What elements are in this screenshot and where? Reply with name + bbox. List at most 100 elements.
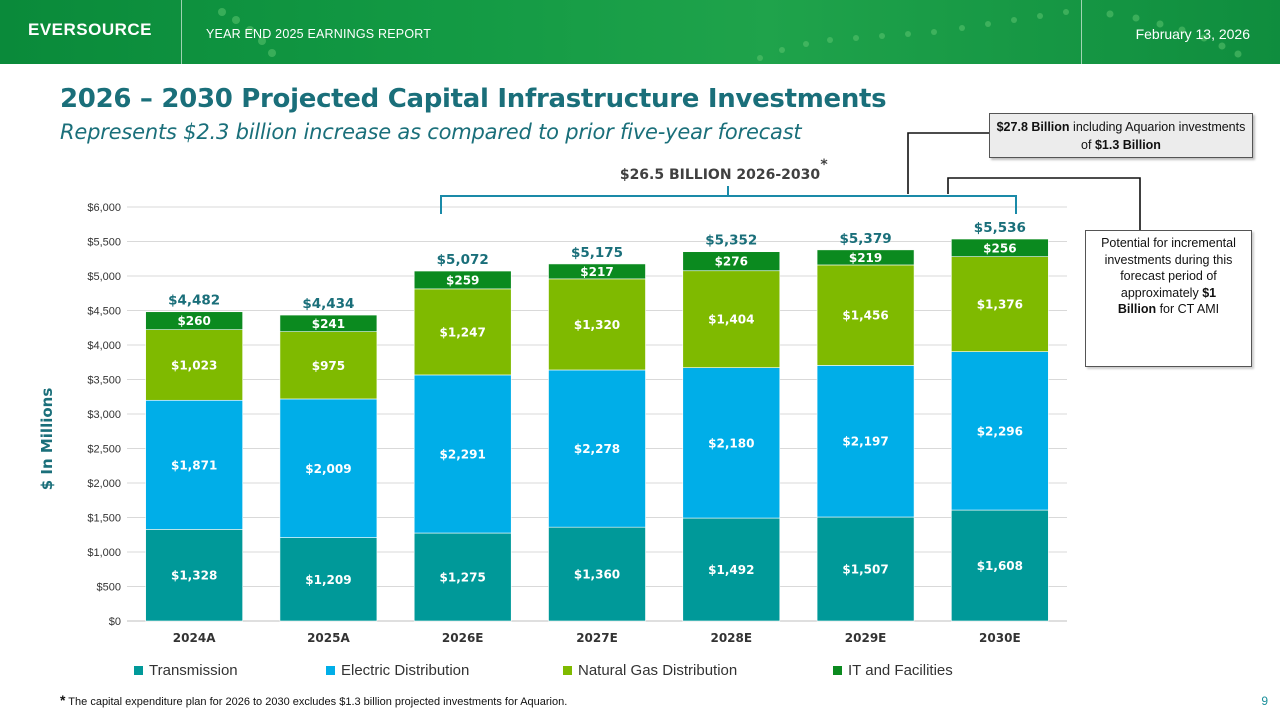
legend-swatch [326, 666, 335, 675]
bar-total-label: $4,482 [168, 293, 220, 309]
x-tick-label: 2029E [845, 631, 887, 645]
bar-value-label: $259 [446, 273, 479, 287]
bar-value-label: $260 [177, 314, 210, 328]
callout-bold: $1.3 Billion [1094, 138, 1161, 152]
bracket-label: $26.5 BILLION 2026-2030 [620, 167, 821, 183]
bar-segment-it-and-facilities [413, 270, 512, 290]
legend-item: Transmission [134, 662, 238, 679]
callout-connector-right [947, 177, 1141, 230]
legend-item: IT and Facilities [833, 662, 953, 679]
y-tick-label: $2,000 [87, 478, 121, 490]
bar-segment-natural-gas-distribution [145, 329, 243, 401]
bar-value-label: $2,296 [977, 424, 1023, 438]
x-tick-label: 2026E [442, 631, 484, 645]
y-tick-label: $1,500 [87, 513, 121, 525]
bar-value-label: $256 [983, 241, 1016, 255]
bar-value-label: $217 [580, 265, 613, 279]
bar-value-label: $1,328 [171, 569, 217, 583]
bar-segment-it-and-facilities [951, 238, 1049, 257]
bar-value-label: $2,009 [305, 462, 351, 476]
bar-segment-transmission [682, 517, 781, 622]
chart-legend: Transmission Electric Distribution Natural… [0, 662, 1280, 682]
y-tick-label: $500 [97, 582, 121, 594]
bar-segment-natural-gas-distribution [548, 278, 646, 371]
bar-value-label: $1,404 [708, 313, 754, 327]
callout-connector-top [907, 132, 989, 194]
bar-segment-it-and-facilities [816, 249, 915, 266]
bar-segment-transmission [413, 532, 512, 622]
x-tick-label: 2028E [710, 631, 752, 645]
bar-value-label: $2,180 [708, 436, 754, 450]
aquarion-callout: $27.8 Billion including Aquarion investm… [989, 113, 1253, 158]
y-tick-label: $0 [109, 616, 121, 628]
bar-value-label: $1,360 [574, 568, 620, 582]
bar-value-label: $1,507 [842, 563, 888, 577]
callout-bold: $1 [1202, 285, 1217, 300]
legend-item: Electric Distribution [326, 662, 469, 679]
footnote-text: The capital expenditure plan for 2026 to… [65, 696, 568, 708]
bar-segment-electric-distribution [951, 351, 1049, 511]
report-date: February 13, 2026 [1135, 26, 1250, 42]
bar-value-label: $1,376 [977, 298, 1023, 312]
legend-swatch [134, 666, 143, 675]
bar-segment-it-and-facilities [682, 251, 781, 272]
bar-segment-natural-gas-distribution [279, 331, 378, 400]
bar-segment-electric-distribution [682, 367, 781, 519]
y-tick-label: $6,000 [87, 202, 121, 214]
bracket-star: * [820, 157, 828, 173]
decorative-dots [218, 8, 1242, 61]
bar-value-label: $241 [312, 317, 345, 331]
y-tick-label: $1,000 [87, 547, 121, 559]
bar-segment-electric-distribution [413, 374, 512, 534]
bar-segment-it-and-facilities [145, 311, 243, 330]
y-tick-label: $3,000 [87, 409, 121, 421]
callout-text: for CT AMI [1156, 302, 1220, 316]
header-divider [181, 0, 182, 64]
bar-segment-natural-gas-distribution [413, 288, 512, 376]
legend-label: Natural Gas Distribution [578, 662, 738, 679]
bar-segment-natural-gas-distribution [951, 256, 1049, 352]
brand-logo: EVERSOURCE [28, 20, 153, 39]
bar-value-label: $1,320 [574, 318, 620, 332]
header-bar: EVERSOURCE YEAR END 2025 EARNINGS REPORT… [0, 0, 1280, 64]
bar-value-label: $1,492 [708, 563, 754, 577]
bar-segment-electric-distribution [816, 365, 915, 518]
bar-total-label: $5,072 [437, 252, 489, 268]
bar-total-label: $5,536 [974, 220, 1026, 236]
legend-item: Natural Gas Distribution [563, 662, 737, 679]
bar-segment-transmission [816, 516, 915, 622]
legend-swatch [563, 666, 572, 675]
bar-value-label: $2,291 [440, 447, 486, 461]
y-tick-label: $4,500 [87, 306, 121, 318]
bar-value-label: $975 [312, 359, 345, 373]
bar-value-label: $1,023 [171, 358, 217, 372]
bar-value-label: $2,197 [842, 435, 888, 449]
legend-label: Transmission [149, 662, 238, 679]
x-tick-label: 2030E [979, 631, 1021, 645]
page-number: 9 [1261, 694, 1268, 708]
legend-swatch [833, 666, 842, 675]
y-tick-label: $4,000 [87, 340, 121, 352]
bar-value-label: $1,209 [305, 573, 351, 587]
forecast-bracket [440, 195, 1017, 214]
footnote: * The capital expenditure plan for 2026 … [60, 692, 567, 708]
bar-value-label: $1,871 [171, 458, 217, 472]
x-tick-label: 2027E [576, 631, 618, 645]
bar-value-label: $1,608 [977, 559, 1023, 573]
bar-total-label: $5,352 [705, 233, 757, 249]
bar-total-label: $4,434 [302, 296, 354, 312]
bar-segment-it-and-facilities [548, 263, 646, 280]
y-tick-label: $3,500 [87, 375, 121, 387]
ct-ami-callout: Potential for incremental investments du… [1085, 230, 1252, 367]
legend-label: Electric Distribution [341, 662, 470, 679]
callout-text: Potential for incremental investments du… [1101, 236, 1236, 300]
callout-text: including Aquarion investments of [1069, 120, 1246, 152]
y-tick-label: $2,500 [87, 444, 121, 456]
bar-segment-natural-gas-distribution [816, 264, 915, 366]
bar-segment-electric-distribution [548, 369, 646, 528]
bar-value-label: $2,278 [574, 442, 620, 456]
x-tick-label: 2025A [307, 631, 350, 645]
bar-value-label: $1,456 [842, 309, 888, 323]
bar-value-label: $276 [715, 255, 748, 269]
